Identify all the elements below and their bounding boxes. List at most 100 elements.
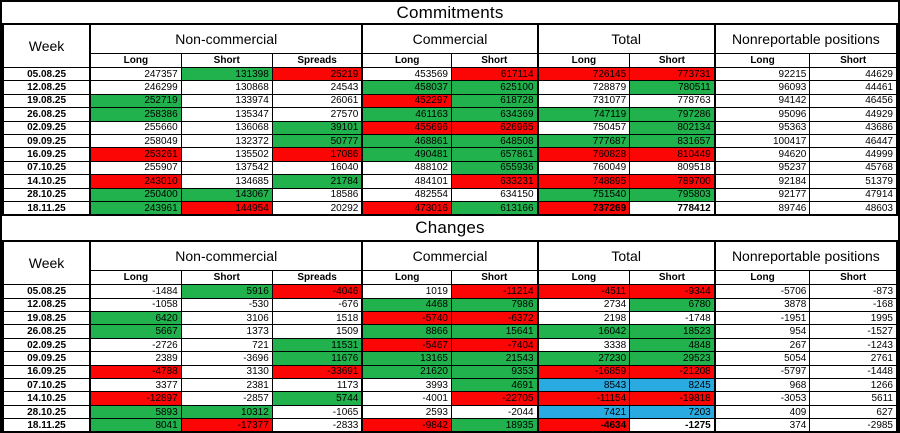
data-cell: -7404	[450, 337, 539, 353]
data-cell: -3696	[180, 351, 273, 366]
data-cell: 92215	[713, 66, 811, 82]
data-cell: 5893	[89, 404, 182, 420]
data-cell: 797286	[629, 107, 716, 122]
data-cell: -2857	[180, 391, 273, 406]
data-cell: 25219	[271, 66, 363, 82]
data-cell: 255660	[89, 120, 182, 135]
data-cell: 3130	[180, 364, 273, 380]
data-cell: 243961	[89, 200, 182, 216]
data-cell: 8245	[629, 378, 716, 393]
data-cell: 3993	[361, 378, 452, 393]
data-cell: 46447	[809, 133, 898, 149]
week-cell: 16.09.25	[2, 364, 91, 380]
data-cell: 26061	[271, 93, 363, 109]
week-cell: 09.09.25	[2, 351, 91, 366]
data-cell: 737269	[536, 200, 631, 216]
data-cell: 13165	[361, 351, 452, 366]
data-cell: 247357	[89, 66, 182, 82]
data-cell: -873	[809, 284, 898, 299]
data-cell: 27230	[536, 351, 631, 366]
data-cell: 144954	[180, 200, 273, 216]
data-cell: 954	[713, 324, 811, 339]
data-cell: -11154	[536, 391, 631, 406]
data-cell: 7421	[536, 404, 631, 420]
data-cell: 39101	[271, 120, 363, 135]
group-header: Non-commercial	[89, 240, 363, 272]
data-cell: 255907	[89, 160, 182, 176]
group-header: Commercial	[361, 240, 539, 272]
changes-table: Week Non-commercial Commercial Total Nonrepo…	[2, 240, 898, 431]
data-cell: 968	[713, 378, 811, 393]
data-cell: 143067	[180, 187, 273, 202]
data-cell: -5706	[713, 284, 811, 299]
data-cell: 252719	[89, 93, 182, 109]
table-row: 02.09.25 -2726 721 11531 -5467 -7404 3338 4848 2…	[2, 337, 898, 353]
table-row: 16.09.25 -4788 3130 -33691 21620 9353 -16859 -2…	[2, 364, 898, 380]
data-cell: 15641	[450, 324, 539, 339]
data-cell: 633231	[450, 174, 539, 189]
data-cell: 1509	[271, 324, 363, 339]
table-row: 12.08.25 246299 130868 24543 458037 625100 728…	[2, 80, 898, 95]
data-cell: 3878	[713, 297, 811, 313]
data-cell: 43686	[809, 120, 898, 135]
data-cell: 92184	[713, 174, 811, 189]
data-cell: 777687	[536, 133, 631, 149]
data-cell: 750457	[536, 120, 631, 135]
data-cell: -4001	[361, 391, 452, 406]
data-cell: 44929	[809, 107, 898, 122]
data-cell: -2833	[271, 418, 363, 431]
data-cell: 131398	[180, 66, 273, 82]
data-cell: 7203	[629, 404, 716, 420]
data-cell: 2734	[536, 297, 631, 313]
data-cell: 8866	[361, 324, 452, 339]
data-cell: 2198	[536, 311, 631, 326]
data-cell: -11214	[450, 284, 539, 299]
data-cell: -33691	[271, 364, 363, 380]
week-cell: 19.08.25	[2, 311, 91, 326]
data-cell: 1019	[361, 284, 452, 299]
data-cell: 728879	[536, 80, 631, 95]
data-cell: 760049	[536, 160, 631, 176]
data-cell: 1518	[271, 311, 363, 326]
data-cell: 267	[713, 337, 811, 353]
data-cell: 44461	[809, 80, 898, 95]
table-row: 09.09.25 2389 -3696 11676 13165 21543 27230 295…	[2, 351, 898, 366]
data-cell: -2044	[450, 404, 539, 420]
data-cell: 625100	[450, 80, 539, 95]
table-row: 26.08.25 258386 135347 27570 461163 634369 747…	[2, 107, 898, 122]
data-cell: 45768	[809, 160, 898, 176]
data-cell: 809518	[629, 160, 716, 176]
data-cell: 648508	[450, 133, 539, 149]
data-cell: 1995	[809, 311, 898, 326]
data-cell: 134685	[180, 174, 273, 189]
data-cell: 810449	[629, 147, 716, 162]
column-header: Spreads	[271, 270, 363, 286]
column-header: Short	[450, 53, 539, 68]
data-cell: 5667	[89, 324, 182, 339]
data-cell: 748895	[536, 174, 631, 189]
data-cell: 94620	[713, 147, 811, 162]
data-cell: -17377	[180, 418, 273, 431]
data-cell: -1951	[713, 311, 811, 326]
data-cell: 634369	[450, 107, 539, 122]
column-header: Short	[809, 270, 898, 286]
data-cell: -16859	[536, 364, 631, 380]
data-cell: 21543	[450, 351, 539, 366]
group-header: Total	[536, 23, 716, 54]
table-row: 18.11.25 243961 144954 20292 473016 613166 737…	[2, 200, 898, 216]
data-cell: 795803	[629, 187, 716, 202]
data-cell: 490481	[361, 147, 452, 162]
column-header: Long	[536, 53, 631, 68]
data-cell: 461163	[361, 107, 452, 122]
data-cell: 617114	[450, 66, 539, 82]
data-cell: 21620	[361, 364, 452, 380]
data-cell: 458037	[361, 80, 452, 95]
data-cell: 773731	[629, 66, 716, 82]
group-header: Total	[536, 240, 716, 272]
data-cell: 409	[713, 404, 811, 420]
data-cell: 95237	[713, 160, 811, 176]
data-cell: 2381	[180, 378, 273, 393]
data-cell: -168	[809, 297, 898, 313]
week-cell: 18.11.25	[2, 200, 91, 216]
